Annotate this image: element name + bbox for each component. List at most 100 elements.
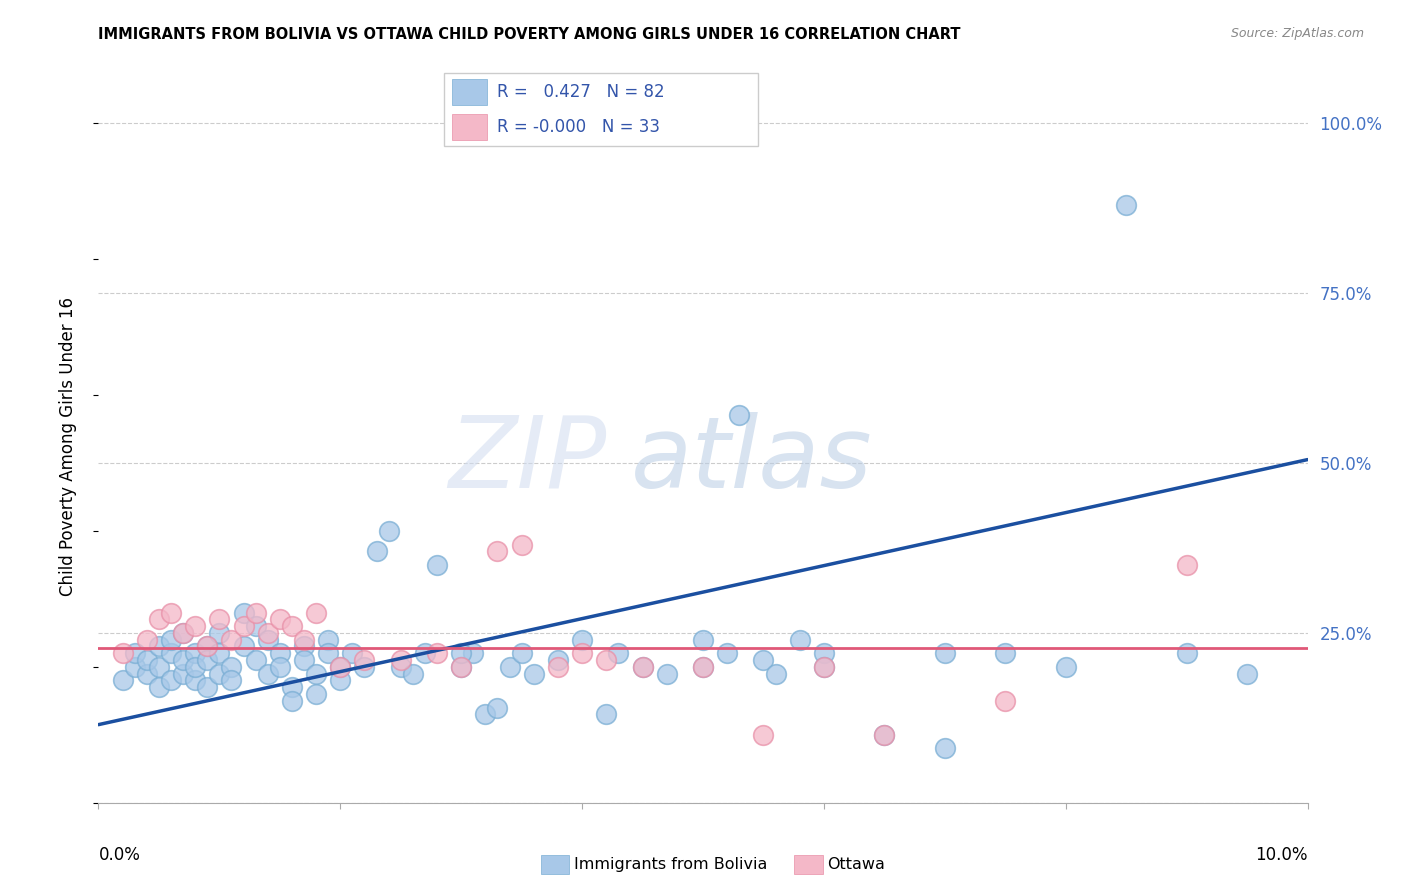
Point: [172, 653, 194, 667]
Point: [813, 646, 835, 660]
Point: [934, 646, 956, 660]
FancyBboxPatch shape: [453, 114, 486, 140]
Point: [486, 700, 509, 714]
Text: 0.0%: 0.0%: [98, 846, 141, 863]
Text: ZIP: ZIP: [449, 412, 606, 508]
Point: [402, 666, 425, 681]
Point: [607, 646, 630, 660]
Point: [994, 694, 1017, 708]
Point: [160, 606, 183, 620]
Point: [160, 632, 183, 647]
Point: [329, 660, 352, 674]
Point: [111, 646, 134, 660]
Point: [523, 666, 546, 681]
Point: [426, 646, 449, 660]
Point: [195, 653, 218, 667]
Point: [305, 606, 328, 620]
Point: [195, 680, 218, 694]
Point: [353, 653, 375, 667]
Text: IMMIGRANTS FROM BOLIVIA VS OTTAWA CHILD POVERTY AMONG GIRLS UNDER 16 CORRELATION: IMMIGRANTS FROM BOLIVIA VS OTTAWA CHILD …: [98, 27, 960, 42]
Point: [281, 680, 304, 694]
Text: Ottawa: Ottawa: [827, 857, 884, 871]
Point: [269, 612, 291, 626]
Point: [269, 646, 291, 660]
Point: [221, 632, 243, 647]
Point: [655, 666, 678, 681]
Point: [232, 606, 254, 620]
Point: [221, 673, 243, 688]
Point: [873, 728, 896, 742]
Text: Immigrants from Bolivia: Immigrants from Bolivia: [574, 857, 768, 871]
Point: [498, 660, 520, 674]
Point: [245, 653, 267, 667]
Point: [184, 660, 207, 674]
Point: [245, 606, 267, 620]
Point: [111, 673, 134, 688]
Point: [752, 728, 775, 742]
Point: [316, 646, 339, 660]
Point: [1236, 666, 1258, 681]
Point: [208, 646, 231, 660]
Point: [221, 660, 243, 674]
FancyBboxPatch shape: [444, 73, 758, 145]
Point: [281, 619, 304, 633]
Point: [208, 612, 231, 626]
Point: [571, 646, 593, 660]
Point: [124, 646, 146, 660]
Point: [292, 653, 315, 667]
Point: [256, 666, 278, 681]
Point: [305, 666, 328, 681]
Text: R =   0.427   N = 82: R = 0.427 N = 82: [496, 83, 664, 101]
Point: [148, 640, 170, 654]
Point: [184, 673, 207, 688]
Point: [631, 660, 654, 674]
Point: [716, 646, 738, 660]
Point: [1054, 660, 1077, 674]
Point: [256, 626, 278, 640]
Y-axis label: Child Poverty Among Girls Under 16: Child Poverty Among Girls Under 16: [59, 296, 77, 596]
Point: [269, 660, 291, 674]
Point: [172, 666, 194, 681]
Point: [765, 666, 787, 681]
Point: [342, 646, 364, 660]
Text: atlas: atlas: [630, 412, 872, 508]
Point: [789, 632, 811, 647]
Point: [135, 632, 157, 647]
Point: [1175, 558, 1198, 572]
Point: [172, 626, 194, 640]
Point: [389, 653, 412, 667]
Point: [208, 666, 231, 681]
Point: [124, 660, 146, 674]
Point: [934, 741, 956, 756]
Point: [245, 619, 267, 633]
Point: [184, 619, 207, 633]
Point: [148, 660, 170, 674]
Point: [148, 612, 170, 626]
Point: [353, 660, 375, 674]
Point: [256, 632, 278, 647]
Point: [547, 653, 569, 667]
Point: [426, 558, 449, 572]
Point: [994, 646, 1017, 660]
Point: [692, 660, 714, 674]
Point: [595, 707, 617, 722]
Point: [389, 660, 412, 674]
Point: [292, 640, 315, 654]
Point: [873, 728, 896, 742]
Point: [195, 640, 218, 654]
Point: [305, 687, 328, 701]
Point: [377, 524, 399, 538]
Point: [135, 653, 157, 667]
Point: [450, 660, 472, 674]
Point: [450, 660, 472, 674]
Point: [692, 660, 714, 674]
Text: R = -0.000   N = 33: R = -0.000 N = 33: [496, 118, 659, 136]
Point: [1115, 198, 1137, 212]
Point: [160, 673, 183, 688]
Point: [232, 619, 254, 633]
Point: [329, 673, 352, 688]
Point: [316, 632, 339, 647]
Point: [281, 694, 304, 708]
Point: [195, 640, 218, 654]
Point: [692, 632, 714, 647]
